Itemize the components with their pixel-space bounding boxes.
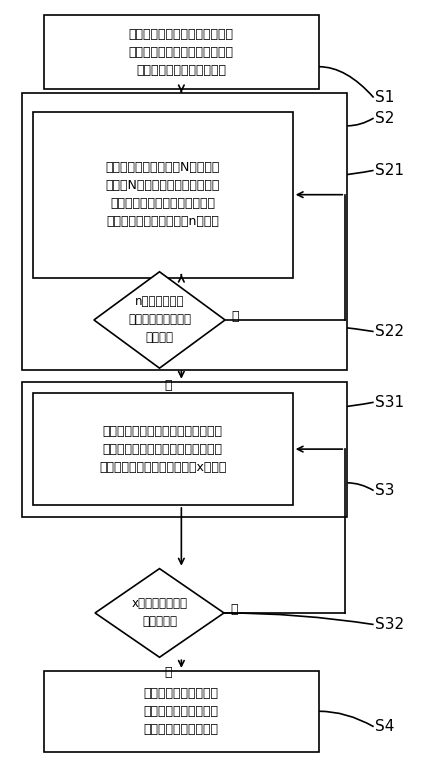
Bar xyxy=(33,393,293,505)
Text: x是否大于最大可
处理用户量: x是否大于最大可 处理用户量 xyxy=(132,598,187,628)
Text: S3: S3 xyxy=(375,483,394,498)
Text: 否: 否 xyxy=(231,603,238,615)
Text: 接收外部系统提交的用户总列表
和任务内容，并将所述用户总列
表和所述任务内容进行关联: 接收外部系统提交的用户总列表 和任务内容，并将所述用户总列 表和所述任务内容进行… xyxy=(129,28,234,76)
Text: S32: S32 xyxy=(375,617,404,632)
Text: S1: S1 xyxy=(375,90,394,105)
Polygon shape xyxy=(94,272,225,369)
Text: n是否大于最大
可处理用户量的数值
的一百倍: n是否大于最大 可处理用户量的数值 的一百倍 xyxy=(128,295,191,345)
Text: 是: 是 xyxy=(164,379,172,392)
Text: S31: S31 xyxy=(375,395,404,409)
Text: 所述用户总列表共包含N个用户，
对所述N个用户进行预拆分，得到
多个预拆分用户分列表，单个预
拆分用户分列表内共包含n个用户: 所述用户总列表共包含N个用户， 对所述N个用户进行预拆分，得到 多个预拆分用户分… xyxy=(106,161,220,228)
Bar xyxy=(22,382,347,517)
Text: 是: 是 xyxy=(164,666,172,679)
Bar xyxy=(22,93,347,370)
Polygon shape xyxy=(95,569,224,657)
Text: 否: 否 xyxy=(232,310,239,322)
Bar xyxy=(33,112,293,278)
Text: 对所述多个真实用户分
列表内的用户按照所述
任务内容同步进行处理: 对所述多个真实用户分 列表内的用户按照所述 任务内容同步进行处理 xyxy=(144,687,219,736)
Text: S2: S2 xyxy=(375,110,394,126)
Text: S22: S22 xyxy=(375,324,403,339)
Bar xyxy=(44,15,319,89)
Text: S4: S4 xyxy=(375,719,394,734)
Text: S21: S21 xyxy=(375,163,403,178)
Bar xyxy=(44,671,319,752)
Text: 对所述预拆分用户分列表进行真实拆
分，得到相应的多个真实用户分列表
，所述真实用户分列表共包含x个用户: 对所述预拆分用户分列表进行真实拆 分，得到相应的多个真实用户分列表 ，所述真实用… xyxy=(99,425,226,473)
